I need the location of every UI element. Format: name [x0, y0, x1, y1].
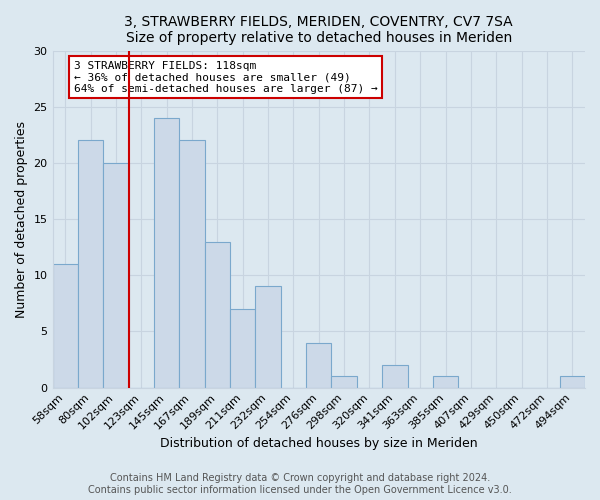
Y-axis label: Number of detached properties: Number of detached properties — [15, 120, 28, 318]
Bar — [306, 342, 331, 388]
Bar — [230, 309, 256, 388]
Bar — [256, 286, 281, 388]
Bar — [433, 376, 458, 388]
Bar — [179, 140, 205, 388]
Bar — [154, 118, 179, 388]
Bar — [331, 376, 357, 388]
Bar — [382, 365, 407, 388]
Bar — [205, 242, 230, 388]
Title: 3, STRAWBERRY FIELDS, MERIDEN, COVENTRY, CV7 7SA
Size of property relative to de: 3, STRAWBERRY FIELDS, MERIDEN, COVENTRY,… — [124, 15, 513, 45]
Bar — [53, 264, 78, 388]
X-axis label: Distribution of detached houses by size in Meriden: Distribution of detached houses by size … — [160, 437, 478, 450]
Bar — [78, 140, 103, 388]
Bar — [560, 376, 585, 388]
Text: Contains HM Land Registry data © Crown copyright and database right 2024.
Contai: Contains HM Land Registry data © Crown c… — [88, 474, 512, 495]
Text: 3 STRAWBERRY FIELDS: 118sqm
← 36% of detached houses are smaller (49)
64% of sem: 3 STRAWBERRY FIELDS: 118sqm ← 36% of det… — [74, 60, 377, 94]
Bar — [103, 163, 128, 388]
